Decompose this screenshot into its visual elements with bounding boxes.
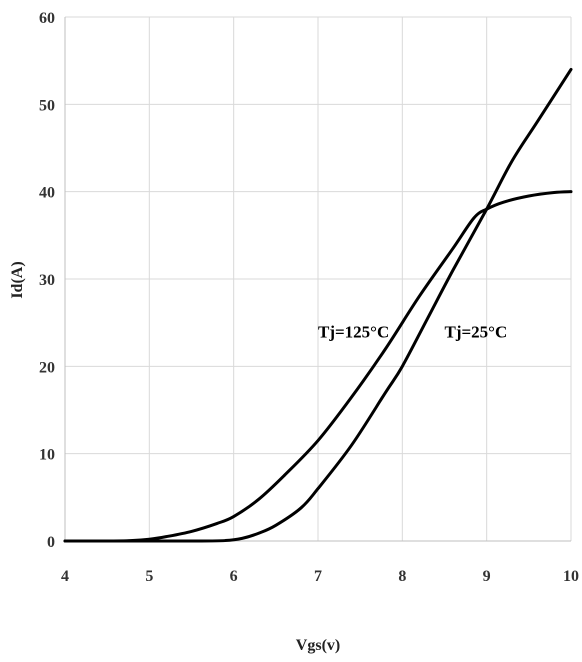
x-axis-title: Vgs(v) — [296, 637, 340, 654]
curve-annotation-2: Tj=25°C — [445, 323, 508, 342]
annotations: Tj=125°C Tj=25°C — [318, 323, 507, 342]
x-tick-label: 7 — [314, 568, 322, 585]
y-tick-label: 10 — [39, 447, 55, 464]
y-tick-label: 40 — [39, 185, 55, 202]
tick-labels: 4 5 6 7 8 9 10 0 10 20 30 40 50 60 — [39, 10, 579, 585]
gridlines — [65, 16, 572, 541]
y-axis-title: Id(A) — [9, 261, 26, 298]
y-tick-label: 20 — [39, 359, 55, 376]
series-line-1 — [63, 190, 573, 543]
x-tick-label: 6 — [230, 568, 238, 585]
y-tick-label: 60 — [39, 10, 55, 27]
x-tick-label: 5 — [145, 568, 153, 585]
x-tick-label: 10 — [563, 568, 579, 585]
y-tick-label: 30 — [39, 272, 55, 289]
curve-annotation-1: Tj=125°C — [318, 323, 389, 342]
series — [63, 67, 573, 543]
y-tick-label: 0 — [47, 534, 55, 551]
x-tick-label: 4 — [61, 568, 69, 585]
y-tick-label: 50 — [39, 97, 55, 114]
x-tick-label: 9 — [483, 568, 491, 585]
x-tick-label: 8 — [398, 568, 406, 585]
series-line-2 — [63, 67, 573, 543]
